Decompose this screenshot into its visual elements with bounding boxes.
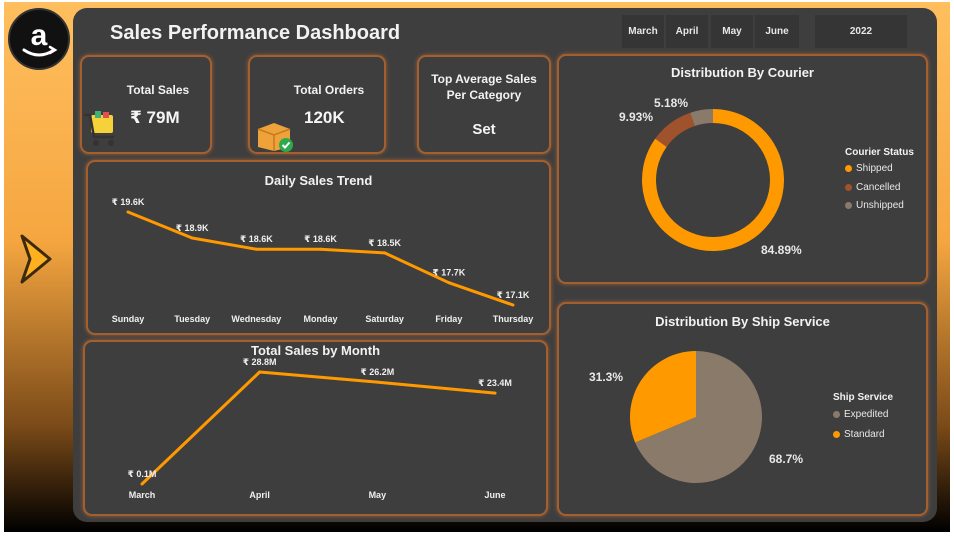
monthly-sales-card: Total Sales by Month ₹ 0.1M March ₹ 28.8M A…	[83, 340, 548, 516]
legend-label-shipped: Shipped	[856, 163, 893, 174]
data-label: ₹ 18.6K	[240, 234, 273, 244]
data-point	[126, 210, 130, 214]
x-tick-label: June	[484, 490, 505, 500]
ship-legend-title: Ship Service	[833, 392, 894, 403]
x-tick-label: Friday	[435, 314, 462, 324]
courier-donut-chart	[642, 109, 784, 251]
legend-dot-cancelled	[845, 184, 852, 191]
legend-item-expedited[interactable]: Expedited	[833, 409, 888, 420]
legend-item-cancelled[interactable]: Cancelled	[845, 182, 900, 193]
ship-expedited-pct: 68.7%	[769, 452, 804, 466]
data-label: ₹ 18.5K	[368, 238, 401, 248]
slicer-year[interactable]: 2022	[815, 15, 907, 48]
slice-cancelled[interactable]	[655, 112, 695, 147]
legend-dot-standard	[833, 431, 840, 438]
x-tick-label: Tuesday	[174, 314, 210, 324]
slice-standard[interactable]	[630, 351, 696, 443]
data-label: ₹ 17.1K	[497, 290, 530, 300]
data-label: ₹ 23.4M	[478, 378, 512, 388]
kpi-total-sales-card: Total Sales ₹ 79M	[80, 55, 212, 154]
slicer-month-june[interactable]: June	[755, 15, 799, 48]
daily-sales-trend-title: Daily Sales Trend	[264, 173, 373, 188]
slice-unshipped[interactable]	[690, 109, 713, 126]
courier-legend-title: Courier Status	[845, 147, 914, 158]
data-label: ₹ 26.2M	[360, 367, 394, 377]
x-tick-label: Wednesday	[231, 314, 281, 324]
legend-label-expedited: Expedited	[844, 409, 889, 420]
courier-cancelled-pct: 9.93%	[619, 110, 654, 124]
data-label: ₹ 28.8M	[243, 357, 277, 367]
data-label: ₹ 18.6K	[304, 234, 337, 244]
courier-shipped-pct: 84.89%	[761, 243, 802, 257]
legend-label-cancelled: Cancelled	[856, 182, 901, 193]
slicer-month-march[interactable]: March	[622, 15, 664, 48]
ship-service-title: Distribution By Ship Service	[655, 314, 830, 329]
daily-sales-trend-card: Daily Sales Trend ₹ 19.6K Sunday ₹ 18.9K Tu…	[86, 160, 551, 335]
monthly-sales-title: Total Sales by Month	[250, 343, 381, 358]
amazon-logo: a	[8, 8, 70, 70]
courier-distribution-card: Distribution By Courier 9.93% 5.18% 84.8…	[557, 54, 928, 284]
series-line	[140, 370, 496, 486]
legend-dot-unshipped	[845, 202, 852, 209]
data-point	[258, 370, 262, 374]
data-label: ₹ 0.1M	[128, 469, 157, 479]
x-tick-label: May	[369, 490, 387, 500]
kpi-top-category-card: Top Average Sales Per Category Set	[417, 55, 551, 154]
data-point	[140, 482, 144, 486]
courier-unshipped-pct: 5.18%	[654, 96, 689, 110]
svg-text:a: a	[31, 19, 48, 52]
legend-dot-shipped	[845, 165, 852, 172]
ship-service-card: Distribution By Ship Service 31.3% 68.7%…	[557, 302, 928, 516]
data-label: ₹ 17.7K	[432, 268, 465, 278]
x-tick-label: March	[129, 490, 156, 500]
x-tick-label: April	[249, 490, 270, 500]
ship-service-pie-chart	[630, 351, 762, 483]
legend-label-unshipped: Unshipped	[856, 200, 904, 211]
x-tick-label: Saturday	[365, 314, 404, 324]
x-tick-label: Thursday	[493, 314, 534, 324]
kpi-total-orders-card: Total Orders 120K	[248, 55, 386, 154]
kpi-total-orders-value: 120K	[304, 108, 345, 127]
shopping-cart-icon	[84, 111, 114, 146]
page-title: Sales Performance Dashboard	[110, 22, 401, 44]
kpi-total-sales-label: Total Sales	[126, 83, 190, 97]
data-point	[254, 247, 258, 251]
legend-dot-expedited	[833, 411, 840, 418]
data-point	[190, 236, 194, 240]
data-point	[319, 247, 322, 251]
data-point	[511, 303, 515, 307]
data-label: ₹ 19.6K	[112, 197, 145, 207]
kpi-total-sales-value: ₹ 79M	[130, 108, 180, 127]
slicer-month-april[interactable]: April	[666, 15, 708, 48]
kpi-top-category-label: Top Average Sales Per Category	[431, 72, 537, 102]
courier-distribution-title: Distribution By Courier	[670, 65, 814, 80]
kpi-top-category-value: Set	[472, 121, 496, 138]
data-point	[493, 391, 497, 395]
daily-sales-trend-chart: ₹ 19.6K Sunday ₹ 18.9K Tuesday ₹ 18.6K Wednes…	[112, 197, 534, 324]
box-check-icon	[257, 123, 293, 152]
data-point	[375, 380, 379, 384]
ship-standard-pct: 31.3%	[589, 370, 624, 384]
legend-item-shipped[interactable]: Shipped	[845, 163, 893, 174]
data-point	[383, 251, 387, 255]
chevron-right-icon[interactable]	[16, 232, 56, 286]
legend-item-standard[interactable]: Standard	[833, 429, 885, 440]
monthly-sales-chart: ₹ 0.1M March ₹ 28.8M April ₹ 26.2M May ₹ 23.4M…	[128, 357, 512, 500]
kpi-total-orders-label: Total Orders	[293, 83, 365, 97]
slice-expedited[interactable]	[635, 351, 762, 483]
data-point	[447, 281, 451, 285]
legend-item-unshipped[interactable]: Unshipped	[845, 200, 904, 211]
legend-label-standard: Standard	[844, 429, 885, 440]
data-label: ₹ 18.9K	[176, 223, 209, 233]
slicer-month-may[interactable]: May	[711, 15, 753, 48]
x-tick-label: Monday	[303, 314, 337, 324]
x-tick-label: Sunday	[112, 314, 145, 324]
